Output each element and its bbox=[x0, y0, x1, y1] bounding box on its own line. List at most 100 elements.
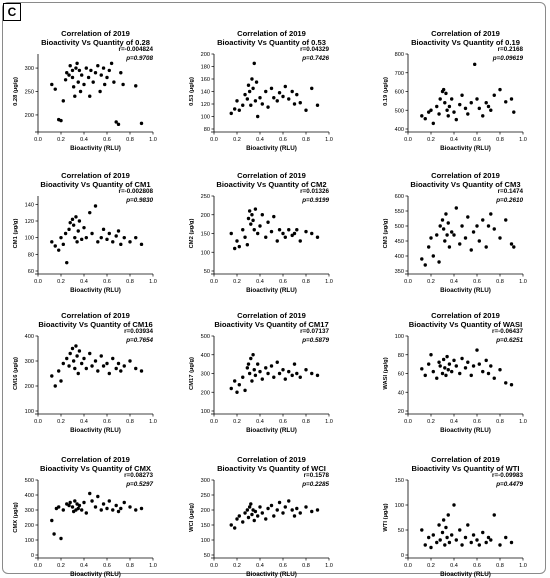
data-point bbox=[260, 102, 264, 106]
data-point bbox=[91, 80, 95, 84]
data-point bbox=[283, 84, 287, 89]
x-tick-label: 0.8 bbox=[496, 419, 504, 425]
data-point bbox=[243, 92, 247, 97]
data-point bbox=[70, 68, 75, 73]
data-point bbox=[277, 228, 282, 232]
data-point bbox=[283, 505, 287, 509]
y-tick-label: 200 bbox=[25, 113, 34, 119]
data-point bbox=[119, 369, 123, 373]
y-tick-label: 600 bbox=[395, 90, 404, 96]
x-tick-label: 0.8 bbox=[496, 137, 504, 143]
y-axis-label: CM16 (µg/g) bbox=[13, 357, 19, 390]
data-point bbox=[77, 68, 82, 73]
data-point bbox=[252, 61, 256, 66]
chart-title: Correlation of 2019 bbox=[237, 311, 306, 320]
x-tick-label: 0.4 bbox=[450, 137, 458, 143]
x-tick-label: 0.0 bbox=[34, 563, 42, 569]
data-point bbox=[469, 540, 473, 545]
data-point bbox=[498, 543, 502, 547]
r-value: r=-0.002808 bbox=[119, 188, 154, 195]
data-point bbox=[458, 528, 462, 532]
data-point bbox=[253, 99, 258, 103]
chart-subtitle: Bioactivity Vs Quantity of WCI bbox=[217, 464, 326, 473]
x-tick-label: 0.0 bbox=[210, 563, 218, 569]
data-point bbox=[452, 233, 456, 237]
chart-title: Correlation of 2019 bbox=[237, 171, 306, 180]
data-point bbox=[420, 114, 424, 118]
data-point bbox=[250, 77, 254, 81]
x-tick-label: 0.0 bbox=[404, 137, 412, 143]
data-point bbox=[114, 503, 118, 508]
data-point bbox=[101, 227, 106, 232]
data-point bbox=[438, 224, 442, 228]
data-point bbox=[443, 366, 447, 370]
data-point bbox=[73, 499, 77, 503]
data-point bbox=[269, 86, 274, 91]
data-point bbox=[101, 66, 106, 70]
data-point bbox=[431, 533, 435, 537]
data-point bbox=[116, 361, 121, 366]
data-point bbox=[93, 359, 98, 363]
y-tick-label: 500 bbox=[25, 478, 34, 484]
x-tick-label: 0.8 bbox=[126, 279, 134, 285]
data-point bbox=[68, 351, 72, 356]
data-point bbox=[76, 506, 80, 511]
data-point bbox=[243, 388, 247, 393]
y-tick-label: 50 bbox=[204, 553, 210, 559]
data-point bbox=[431, 121, 435, 126]
data-point bbox=[429, 353, 433, 357]
data-point bbox=[492, 227, 496, 231]
p-value: p=0.2610 bbox=[495, 197, 523, 204]
data-point bbox=[431, 369, 435, 374]
data-point bbox=[53, 384, 57, 388]
data-point bbox=[471, 230, 476, 234]
data-point bbox=[237, 383, 241, 387]
data-point bbox=[277, 371, 282, 376]
y-tick-label: 300 bbox=[201, 372, 210, 378]
data-point bbox=[61, 242, 65, 247]
data-point bbox=[292, 362, 297, 366]
data-point bbox=[254, 80, 259, 84]
data-point bbox=[277, 91, 282, 95]
data-point bbox=[128, 505, 132, 509]
data-point bbox=[484, 540, 488, 545]
data-point bbox=[452, 503, 456, 507]
x-axis-label: Bioactivity (RLU) bbox=[246, 287, 297, 294]
data-point bbox=[73, 366, 77, 371]
y-tick-label: 100 bbox=[201, 538, 210, 544]
data-point bbox=[71, 359, 76, 363]
data-point bbox=[84, 235, 89, 240]
data-point bbox=[75, 61, 79, 66]
chart-title: Correlation of 2019 bbox=[237, 455, 306, 464]
y-axis-label: CMX (µg/g) bbox=[13, 502, 19, 532]
data-point bbox=[59, 379, 63, 383]
data-point bbox=[266, 220, 270, 224]
x-tick-label: 0.0 bbox=[404, 419, 412, 425]
data-point bbox=[70, 75, 75, 80]
data-point bbox=[67, 73, 71, 77]
data-point bbox=[454, 206, 458, 210]
data-point bbox=[444, 212, 448, 216]
data-point bbox=[116, 122, 121, 127]
x-tick-label: 0.2 bbox=[57, 279, 65, 285]
data-point bbox=[76, 80, 80, 84]
data-point bbox=[447, 362, 452, 366]
data-point bbox=[245, 97, 250, 101]
data-point bbox=[80, 237, 84, 242]
data-point bbox=[298, 101, 302, 105]
data-point bbox=[427, 245, 431, 249]
data-point bbox=[247, 371, 252, 376]
data-point bbox=[246, 216, 251, 221]
data-point bbox=[441, 357, 446, 362]
x-tick-label: 0.0 bbox=[34, 137, 42, 143]
y-tick-label: 700 bbox=[395, 71, 404, 77]
data-point bbox=[460, 543, 464, 547]
data-point bbox=[119, 242, 123, 247]
data-point bbox=[298, 375, 302, 379]
data-point bbox=[437, 260, 441, 264]
data-point bbox=[88, 210, 92, 215]
